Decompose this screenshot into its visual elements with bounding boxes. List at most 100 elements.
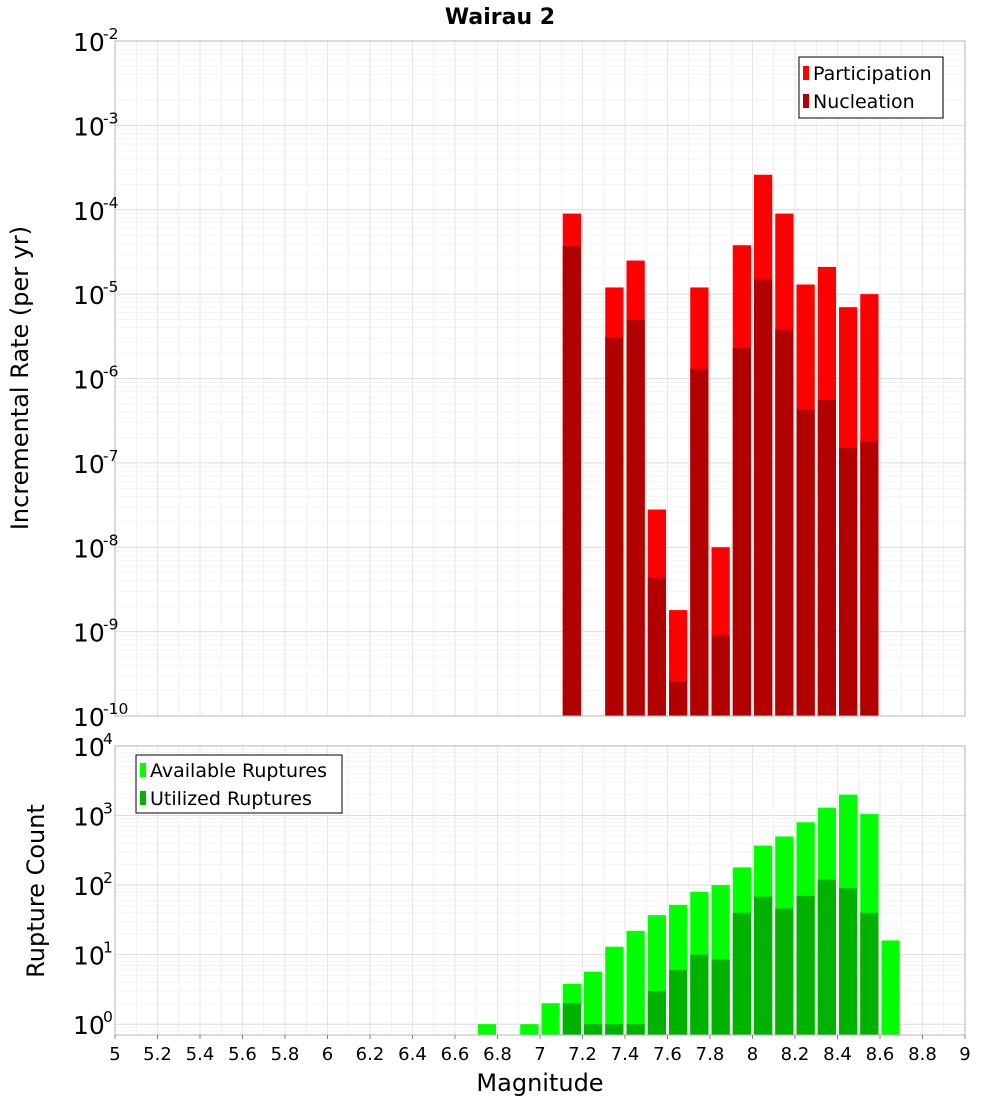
legend-swatch-nucleation [803,94,809,108]
count-y-tick-exponent: 4 [103,730,113,748]
count-y-tick-exponent: 1 [103,939,113,957]
rate-bar-b [647,577,666,716]
count-bar-a [584,971,603,1035]
rate-bar-b [754,279,773,716]
x-axis-ticks: 5 5.2 5.4 5.6 5.8 6 6.2 6.4 6.6 6.8 7 7.2 7.4 7.6 7.8 8… [109,1035,971,1065]
x-tick-label: 7.8 [696,1044,725,1065]
count-bar-b [817,879,836,1035]
x-tick-label: 7.2 [568,1044,597,1065]
rate-y-tick-label: 10 [73,28,105,57]
count-y-tick-label: 10 [73,803,105,832]
x-tick-label: 7.4 [611,1044,640,1065]
rate-y-tick-exponent: -9 [103,616,118,634]
rate-bar-b [796,409,815,716]
rate-y-tick-exponent: -5 [103,278,118,296]
rate-y-tick-label: 10 [73,112,105,141]
count-bar-b [690,954,709,1035]
rate-panel: 10-210-310-410-510-610-710-810-910-10 In… [6,25,966,732]
legend-swatch-utilized [140,791,146,805]
legend-label-participation: Participation [813,63,932,85]
rate-bar-b [562,246,581,716]
x-tick-label: 9 [959,1044,970,1065]
x-tick-label: 8 [747,1044,758,1065]
x-axis-title: Magnitude [476,1069,603,1097]
count-bar-a [541,1003,560,1035]
rate-bar-b [669,680,688,716]
count-bar-b [584,1024,603,1035]
x-tick-label: 5.6 [228,1044,257,1065]
rate-bar-b [626,319,645,716]
rate-bar-b [711,635,730,716]
rate-y-tick-exponent: -4 [103,194,118,212]
legend-label-available: Available Ruptures [150,760,327,782]
x-tick-label: 5.2 [143,1044,172,1065]
count-legend-box [135,754,343,814]
legend-label-nucleation: Nucleation [813,91,915,113]
count-y-tick-exponent: 0 [103,1008,113,1026]
count-bar-b [605,1024,624,1035]
rate-grid [114,40,966,717]
count-bar-a [520,1024,539,1035]
rate-y-tick-exponent: -3 [103,109,118,127]
rate-y-axis-title: Incremental Rate (per yr) [6,226,34,530]
rate-legend: Participation Nucleation [798,56,944,119]
rate-y-ticks: 10-210-310-410-510-610-710-810-910-10 [73,25,128,732]
rate-legend-box [798,56,944,119]
count-bar-b [711,959,730,1035]
rate-y-tick-label: 10 [73,197,105,226]
count-bar-b [647,991,666,1035]
rate-y-tick-label: 10 [73,450,105,479]
count-bar-b [775,908,794,1035]
count-y-tick-exponent: 3 [103,800,113,818]
count-bar-b [669,970,688,1035]
rate-bar-b [860,441,879,716]
rate-bar-b [690,368,709,716]
count-y-axis-title: Rupture Count [22,804,50,978]
rate-y-tick-exponent: -7 [103,447,118,465]
rate-plot-frame [114,40,966,717]
x-tick-label: 8.2 [781,1044,810,1065]
rate-y-tick-exponent: -8 [103,531,118,549]
count-y-tick-label: 10 [73,942,105,971]
rate-y-tick-exponent: -2 [103,25,118,43]
x-tick-label: 6.4 [398,1044,427,1065]
rate-bar-b [605,337,624,716]
x-tick-label: 5.8 [271,1044,300,1065]
count-bar-a [605,946,624,1035]
rate-bar-b [839,448,858,716]
rate-y-tick-label: 10 [73,534,105,563]
count-bar-a [881,940,900,1035]
rate-bar-b [732,347,751,716]
rate-y-tick-label: 10 [73,703,105,732]
count-bar-b [860,912,879,1035]
x-tick-label: 6 [322,1044,333,1065]
rate-y-tick-exponent: -6 [103,363,118,381]
rate-bar-b [817,399,836,716]
chart-title: Wairau 2 [445,5,555,30]
count-bar-b [626,1024,645,1035]
x-tick-label: 6.6 [441,1044,470,1065]
x-tick-label: 8.8 [908,1044,937,1065]
x-tick-label: 5.4 [186,1044,215,1065]
count-legend: Available Ruptures Utilized Ruptures [135,754,343,814]
x-tick-label: 6.8 [483,1044,512,1065]
count-y-tick-label: 10 [73,872,105,901]
legend-swatch-participation [803,66,809,80]
rate-bar-b [775,329,794,716]
count-y-tick-exponent: 2 [103,869,113,887]
count-bar-a [626,930,645,1035]
count-bars [477,794,900,1035]
legend-label-utilized: Utilized Ruptures [150,788,312,810]
count-bar-b [796,895,815,1035]
rate-y-tick-label: 10 [73,366,105,395]
count-bar-b [839,888,858,1035]
rate-bars [562,174,879,717]
rate-y-tick-label: 10 [73,281,105,310]
count-bar-b [562,1003,581,1035]
rate-y-tick-label: 10 [73,619,105,648]
count-bar-b [732,912,751,1035]
x-tick-label: 7.6 [653,1044,682,1065]
